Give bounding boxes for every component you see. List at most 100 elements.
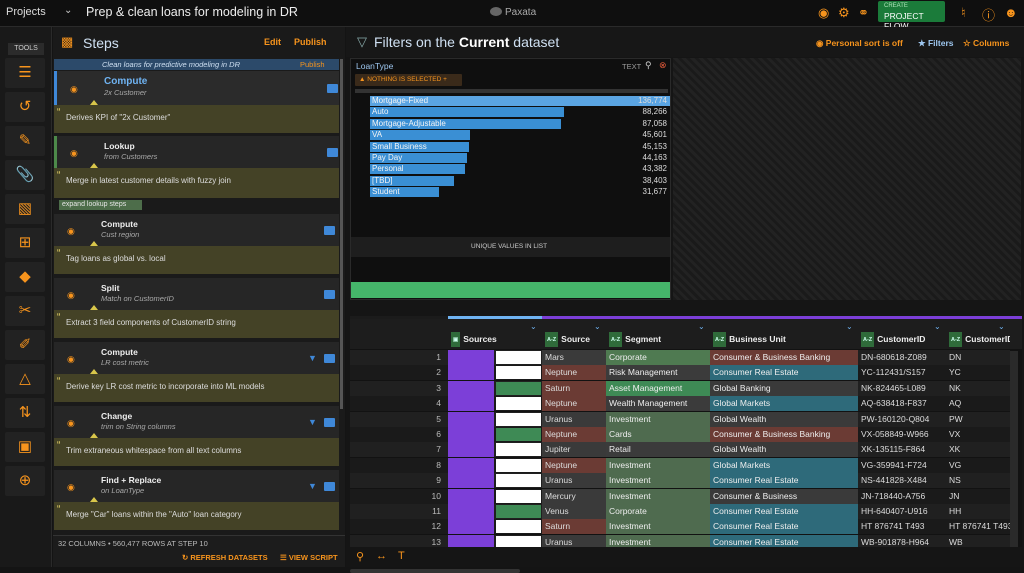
tool-robot-icon[interactable]: ▣	[5, 432, 45, 462]
table-cell[interactable]: VG	[949, 460, 962, 470]
expand-lookup-steps-button[interactable]: expand lookup steps	[59, 200, 142, 210]
filters-button[interactable]: ★ Filters	[918, 38, 954, 49]
step-card-change[interactable]: ◉ Change trim on String columns ▼	[54, 406, 339, 438]
tool-pen-icon[interactable]: ✎	[5, 126, 45, 156]
step-card-lookup[interactable]: ◉ Lookup from Customers	[54, 136, 339, 168]
filter-icon[interactable]: ▼	[308, 417, 317, 427]
search-icon[interactable]: ⚲	[356, 551, 365, 563]
table-cell[interactable]: Asset Management	[606, 381, 710, 396]
tool-dropper-icon[interactable]: ✐	[5, 330, 45, 360]
table-cell[interactable]: Retail	[606, 442, 710, 457]
column-header[interactable]: A-Z Source	[542, 331, 606, 347]
column-header[interactable]: ▣ Sources	[448, 331, 542, 347]
search-icon[interactable]: ⚲	[645, 60, 652, 70]
columns-button[interactable]: ☆ Columns	[963, 38, 1009, 49]
comment-icon[interactable]	[324, 418, 335, 427]
step-card-compute-3[interactable]: ◉ Compute LR cost metric ▼	[54, 342, 339, 374]
personal-sort-toggle[interactable]: ◉ Personal sort is off	[816, 38, 903, 49]
table-cell[interactable]: Investment	[606, 519, 710, 534]
table-cell[interactable]: Global Banking	[710, 381, 858, 396]
tool-calculator-icon[interactable]: ⊞	[5, 228, 45, 258]
comment-icon[interactable]	[324, 226, 335, 235]
grid-vertical-scrollbar[interactable]	[1010, 351, 1018, 551]
step-card-compute-1[interactable]: ◉ Compute 2x Customer	[54, 71, 339, 105]
loantype-bar[interactable]	[370, 164, 465, 174]
loantype-bar[interactable]	[370, 119, 561, 129]
table-cell[interactable]: Mercury	[542, 489, 606, 504]
table-cell[interactable]: XK-135115-F864	[861, 444, 926, 454]
table-cell[interactable]: Corporate	[606, 504, 710, 519]
eye-icon[interactable]: ◉	[70, 84, 78, 94]
comment-icon[interactable]	[327, 84, 338, 93]
table-cell[interactable]: Wealth Management	[606, 396, 710, 411]
close-icon[interactable]: ⊗	[659, 60, 667, 70]
table-cell[interactable]: NS	[949, 475, 961, 485]
filter-icon[interactable]: ▼	[308, 353, 317, 363]
tool-diamond-icon[interactable]: ◆	[5, 262, 45, 292]
chevron-down-icon[interactable]: ⌄	[64, 5, 73, 16]
table-cell[interactable]: Investment	[606, 473, 710, 488]
table-cell[interactable]: Consumer Real Estate	[710, 519, 858, 534]
table-cell[interactable]: Consumer & Business	[710, 489, 858, 504]
comment-icon[interactable]	[324, 290, 335, 299]
table-cell[interactable]: Consumer & Business Banking	[710, 427, 858, 442]
steps-scrollbar[interactable]	[340, 59, 343, 409]
eye-icon[interactable]: ◉	[67, 226, 75, 236]
table-cell[interactable]: VX-058849-W966	[861, 429, 929, 439]
loantype-bar[interactable]	[370, 130, 470, 140]
table-cell[interactable]: Global Markets	[710, 396, 858, 411]
tool-columns-icon[interactable]: ☰	[5, 58, 45, 88]
table-cell[interactable]: YC-112431/S157	[861, 367, 926, 377]
table-cell[interactable]: Global Wealth	[710, 412, 858, 427]
column-header[interactable]: A-Z CustomerID	[858, 331, 946, 347]
table-cell[interactable]: Uranus	[542, 473, 606, 488]
projects-menu[interactable]: Projects	[6, 6, 46, 18]
table-cell[interactable]: Mars	[542, 350, 606, 365]
step-card-find-replace[interactable]: ◉ Find + Replace on LoanType ▼	[54, 470, 339, 502]
share-network-icon[interactable]: ⚭	[858, 5, 869, 20]
table-cell[interactable]: NS-441828-X484	[861, 475, 927, 485]
filter-icon[interactable]: ▼	[308, 481, 317, 491]
chevron-down-icon[interactable]: ⌄	[998, 322, 1005, 331]
table-cell[interactable]: Consumer Real Estate	[710, 365, 858, 380]
table-cell[interactable]: Risk Management	[606, 365, 710, 380]
chevron-down-icon[interactable]: ⌄	[594, 322, 601, 331]
table-cell[interactable]: HH-640407-U916	[861, 506, 928, 516]
grid-horizontal-scrollbar[interactable]	[350, 569, 520, 573]
gear-icon[interactable]: ⚙	[838, 5, 850, 20]
create-project-flow-button[interactable]: CREATE PROJECT FLOW	[878, 1, 945, 31]
text-format-icon[interactable]: T	[398, 550, 405, 562]
table-cell[interactable]: HT 876741 T493	[949, 521, 1010, 531]
table-cell[interactable]: DN	[949, 352, 962, 362]
table-cell[interactable]: Consumer Real Estate	[710, 504, 858, 519]
nothing-selected-badge[interactable]: ▲ NOTHING IS SELECTED +	[355, 74, 462, 86]
table-cell[interactable]: DN-680618-Z089	[861, 352, 927, 362]
table-cell[interactable]: VX	[949, 429, 961, 439]
table-cell[interactable]: PW-160120-Q804	[861, 414, 930, 424]
step-card-split[interactable]: ◉ Split Match on CustomerID	[54, 278, 339, 310]
edit-button[interactable]: Edit	[264, 37, 281, 47]
table-cell[interactable]: Uranus	[542, 412, 606, 427]
table-cell[interactable]: HH	[949, 506, 962, 516]
eye-icon[interactable]: ◉	[67, 354, 75, 364]
table-cell[interactable]: HT 876741 T493	[861, 521, 925, 531]
bell-icon[interactable]: ♮	[961, 5, 966, 20]
info-icon[interactable]: ⓘ	[982, 8, 996, 23]
column-header[interactable]: A-Z Segment	[606, 331, 710, 347]
table-cell[interactable]: Neptune	[542, 396, 606, 411]
table-cell[interactable]: Investment	[606, 412, 710, 427]
table-cell[interactable]: Global Wealth	[710, 442, 858, 457]
table-cell[interactable]: Consumer Real Estate	[710, 473, 858, 488]
table-cell[interactable]: YC	[949, 367, 961, 377]
table-cell[interactable]: Saturn	[542, 519, 606, 534]
chevron-down-icon[interactable]: ⌄	[530, 322, 537, 331]
step-card-compute-2[interactable]: ◉ Compute Cust region	[54, 214, 339, 246]
table-cell[interactable]: Neptune	[542, 458, 606, 473]
user-icon[interactable]: ☻	[1004, 5, 1018, 20]
publish-button[interactable]: Publish	[294, 37, 327, 47]
loantype-bar[interactable]	[370, 176, 454, 186]
eye-icon[interactable]: ◉	[70, 148, 78, 158]
chevron-down-icon[interactable]: ⌄	[934, 322, 941, 331]
table-cell[interactable]: XK	[949, 444, 961, 454]
